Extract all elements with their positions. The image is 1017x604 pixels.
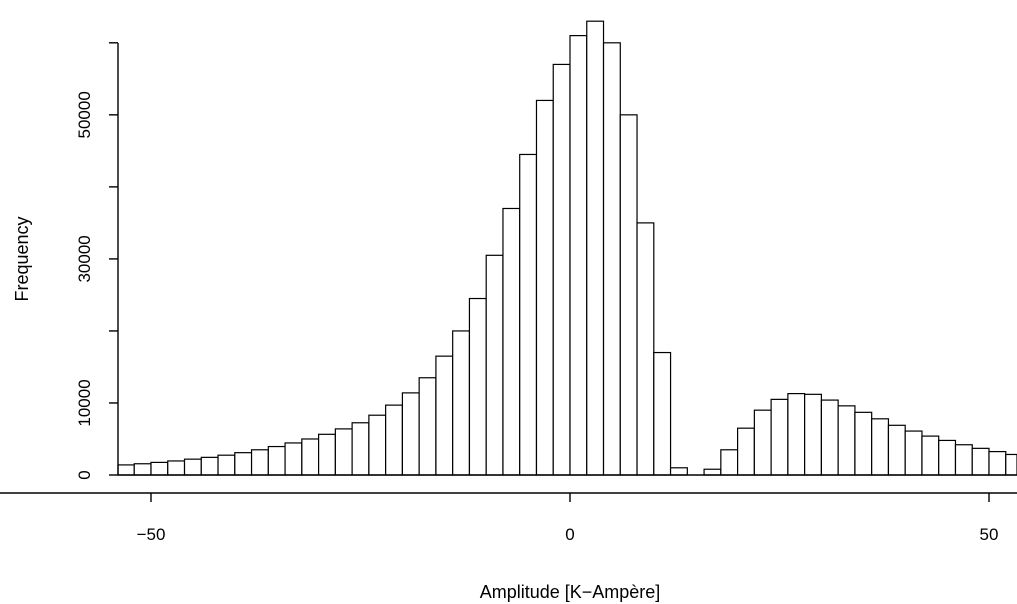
- histogram-bar: [318, 433, 336, 476]
- histogram-bar: [117, 464, 135, 476]
- histogram-bar: [820, 399, 839, 476]
- histogram-bar: [904, 430, 923, 476]
- histogram-bar: [921, 435, 940, 476]
- histogram-bar: [703, 468, 722, 476]
- histogram-bars: [117, 20, 1017, 476]
- histogram-bar: [837, 405, 856, 476]
- histogram-bar: [770, 398, 789, 476]
- y-axis-title: Frequency: [12, 216, 32, 301]
- histogram-bar: [418, 377, 437, 476]
- histogram-bar: [804, 393, 823, 476]
- x-tick-label: 0: [565, 525, 574, 544]
- histogram-bar: [736, 427, 755, 476]
- histogram-bar: [954, 444, 973, 476]
- x-axis: −100−50050100: [0, 492, 1017, 544]
- histogram-bar: [250, 449, 269, 476]
- histogram-bar: [502, 207, 521, 476]
- histogram-bar: [569, 35, 588, 476]
- histogram-bar: [871, 418, 890, 476]
- histogram-bar: [636, 222, 655, 476]
- x-tick-label: −50: [137, 525, 166, 544]
- histogram-bar: [602, 42, 621, 476]
- histogram-bar: [468, 297, 487, 476]
- y-tick-label: 10000: [75, 379, 94, 426]
- histogram-bar: [435, 355, 454, 476]
- histogram-bar: [167, 460, 186, 476]
- histogram-bar: [150, 461, 169, 476]
- histogram-bar: [385, 404, 404, 476]
- histogram-bar: [669, 467, 688, 476]
- histogram-bar: [619, 114, 638, 476]
- histogram-bar: [535, 99, 554, 476]
- histogram-bar: [552, 63, 571, 476]
- histogram-bar: [334, 428, 353, 476]
- histogram-bar: [586, 20, 605, 476]
- y-tick-label: 30000: [75, 235, 94, 282]
- y-tick-label: 0: [75, 470, 94, 479]
- histogram-bar: [938, 439, 957, 476]
- histogram-bar: [301, 438, 320, 476]
- x-tick-label: 50: [980, 525, 999, 544]
- histogram-bar: [452, 330, 471, 476]
- histogram-bar: [1005, 453, 1017, 476]
- histogram-bar: [485, 254, 504, 476]
- histogram-bar: [988, 450, 1007, 476]
- histogram-bar: [133, 463, 152, 476]
- histogram-bar: [217, 454, 236, 476]
- histogram-bar: [183, 458, 202, 476]
- histogram-bar: [971, 447, 990, 476]
- x-axis-title: Amplitude [K−Ampère]: [480, 582, 661, 602]
- histogram-bar: [234, 452, 253, 476]
- histogram-bar: [368, 414, 387, 476]
- histogram-bar: [787, 393, 806, 476]
- histogram-bar: [720, 449, 739, 476]
- histogram-bar: [854, 411, 873, 476]
- histogram-bar: [200, 456, 219, 476]
- y-tick-label: 50000: [75, 91, 94, 138]
- histogram-bar: [401, 392, 420, 476]
- y-axis: 0 10000 30000 50000: [75, 42, 119, 480]
- histogram-bar: [351, 422, 370, 476]
- histogram-bar: [284, 442, 303, 476]
- histogram-bar: [753, 409, 772, 476]
- histogram-bar: [519, 153, 538, 476]
- histogram-bar: [653, 351, 672, 476]
- histogram-bar: [267, 445, 286, 476]
- histogram-bar: [887, 424, 906, 476]
